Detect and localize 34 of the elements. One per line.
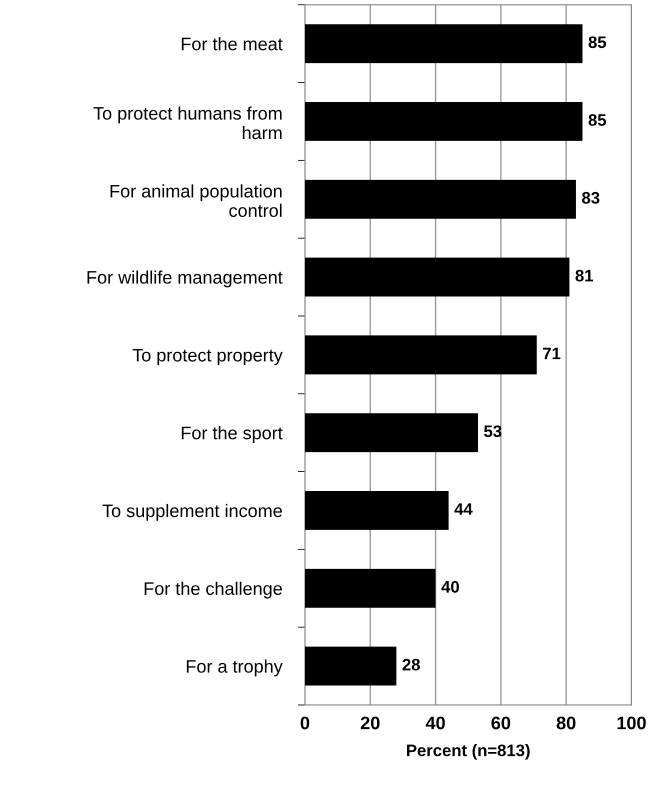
bar	[304, 413, 478, 452]
bar	[304, 335, 537, 374]
bar	[304, 258, 570, 297]
data-label: 81	[576, 270, 594, 282]
y-tick-label: For wildlife management	[88, 270, 283, 288]
x-tick-label: 0	[300, 716, 310, 730]
x-tick-label: 20	[360, 716, 380, 730]
y-tick-label: For the challenge	[144, 582, 282, 599]
data-label: 85	[588, 114, 606, 126]
bar	[304, 102, 582, 141]
bar	[304, 568, 436, 608]
data-label: 71	[543, 348, 560, 360]
data-label: 44	[454, 503, 473, 515]
y-tick-label: To protect humans from harm	[93, 106, 282, 140]
y-tick-label: To supplement income	[102, 504, 282, 521]
data-label: 85	[588, 36, 606, 48]
y-tick-label: For a trophy	[186, 660, 283, 676]
bar	[304, 646, 396, 686]
data-label: 83	[582, 192, 600, 204]
bar	[304, 180, 576, 219]
data-label: 28	[402, 658, 420, 671]
x-tick-label: 80	[556, 716, 576, 730]
y-tick-label: For the sport	[182, 426, 283, 443]
x-axis-title: Percent (n=813)	[407, 744, 530, 760]
bar	[304, 491, 449, 530]
y-tick-label: To protect property	[132, 348, 283, 366]
y-tick-label: For animal population control	[110, 184, 282, 218]
x-tick-label: 100	[618, 716, 646, 730]
bar	[304, 24, 582, 64]
x-tick-label: 40	[426, 716, 445, 730]
x-tick-label: 60	[491, 716, 510, 730]
data-label: 40	[441, 580, 459, 593]
y-tick-label: For the meat	[182, 37, 283, 50]
data-label: 53	[484, 425, 502, 438]
